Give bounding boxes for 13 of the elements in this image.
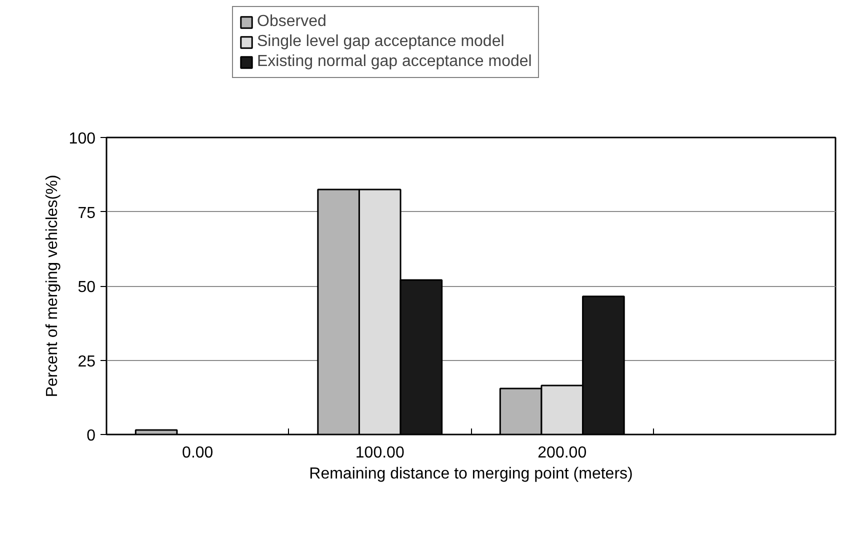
x-tick-label: 200.00 [538, 444, 587, 462]
legend-label: Observed [257, 13, 326, 31]
legend-label: Single level gap acceptance model [257, 33, 504, 51]
x-tick-label: 0.00 [182, 444, 214, 462]
y-axis-title: Percent of merging vehicles(%) [44, 174, 61, 398]
y-tick-label: 75 [78, 204, 96, 222]
legend-label: Existing normal gap acceptance model [257, 53, 532, 71]
x-axis-title: Remaining distance to merging point (meters) [309, 466, 633, 482]
y-tick-label: 25 [78, 353, 96, 370]
y-tick-label: 100 [68, 130, 96, 148]
y-tick-label: 0 [86, 428, 96, 444]
y-tick-label: 50 [78, 279, 96, 296]
x-tick-label: 100.00 [355, 444, 404, 462]
